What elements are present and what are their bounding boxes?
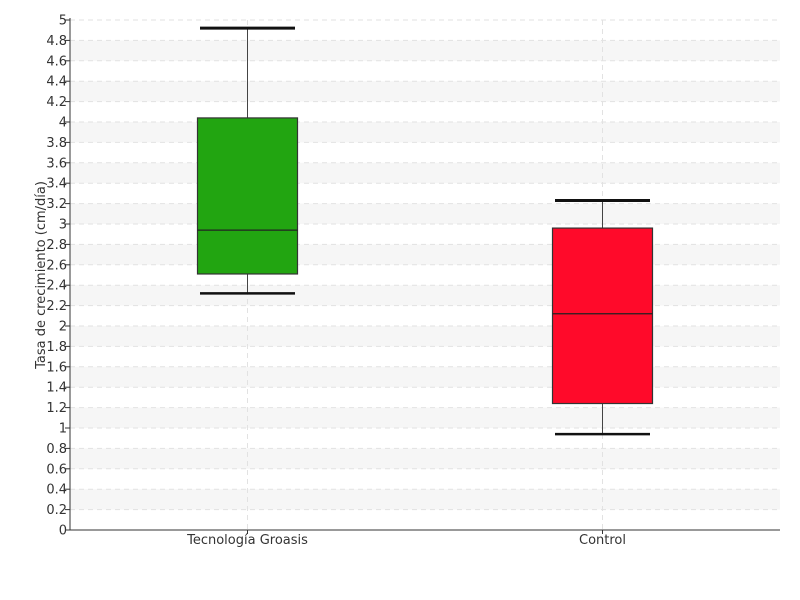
y-tick-label: 3.6 <box>46 156 67 171</box>
y-tick-label: 4.4 <box>46 75 67 90</box>
y-axis-title: Tasa de crecimiento (cm/día) <box>34 181 49 370</box>
box-control <box>551 199 654 436</box>
y-tick-label: 0.8 <box>46 442 67 457</box>
y-tick-label: 2.4 <box>46 279 67 294</box>
y-tick-label: 1.2 <box>46 401 67 416</box>
box-iqr <box>196 117 299 275</box>
grid-band <box>70 40 780 61</box>
box-groasis <box>196 26 299 295</box>
grid-band <box>70 326 780 347</box>
x-category-label: Tecnología Groasis <box>186 533 308 548</box>
y-tick-label: 1 <box>59 422 67 437</box>
boxes <box>196 26 654 436</box>
y-tick-label: 3.4 <box>46 177 67 192</box>
grid-band <box>70 244 780 265</box>
grid-band <box>70 122 780 143</box>
x-category-label: Control <box>579 533 626 548</box>
y-tick-label: 2.6 <box>46 258 67 273</box>
y-tick-label: 0.4 <box>46 483 67 498</box>
y-tick-label: 3.8 <box>46 136 67 151</box>
y-tick-label: 1.8 <box>46 340 67 355</box>
y-tick-label: 0 <box>59 524 67 539</box>
y-ticks: 0 0.2 0.4 0.6 0.8 1 1.2 1.4 1.6 1.8 2 2.2 2.4 2.6 2.8 3… <box>46 14 70 539</box>
grid-band <box>70 285 780 306</box>
x-category-labels: Tecnología Groasis Control <box>186 530 626 548</box>
y-tick-label: 3 <box>59 218 67 233</box>
y-tick-label: 1.4 <box>46 381 67 396</box>
y-tick-label: 4.2 <box>46 95 67 110</box>
y-tick-label: 3.2 <box>46 197 67 212</box>
grid-band <box>70 366 780 388</box>
grid-band <box>70 81 780 102</box>
axes <box>69 18 780 531</box>
grid-bands <box>70 40 780 510</box>
y-tick-label: 4.6 <box>46 54 67 69</box>
y-tick-label: 4 <box>59 116 67 131</box>
y-tick-label: 1.6 <box>46 360 67 375</box>
grid-band <box>70 203 780 224</box>
grid-band <box>70 448 780 469</box>
y-tick-label: 2.8 <box>46 238 67 253</box>
y-tick-label: 2.2 <box>46 299 67 314</box>
grid-band <box>70 162 780 184</box>
y-tick-label: 0.6 <box>46 462 67 477</box>
grid-lines <box>70 19 780 530</box>
y-tick-label: 2 <box>59 320 67 335</box>
grid-band <box>70 407 780 428</box>
box-iqr <box>551 227 654 405</box>
y-tick-label: 5 <box>59 14 67 29</box>
y-tick-label: 4.8 <box>46 34 67 49</box>
grid-band <box>70 489 780 510</box>
y-tick-label: 0.2 <box>46 503 67 518</box>
